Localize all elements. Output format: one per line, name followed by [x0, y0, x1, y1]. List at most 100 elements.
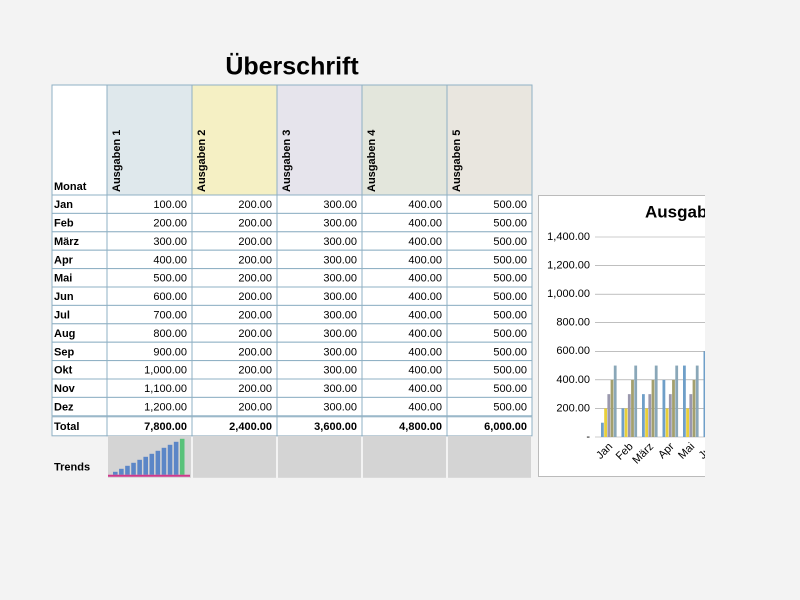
header-cell [276, 84, 363, 196]
y-tick-label: 800.00 [556, 317, 590, 329]
y-tick-label: 400.00 [556, 374, 590, 386]
bar [648, 394, 652, 437]
trends-label: Trends [54, 462, 90, 474]
cell-text: 200.00 [238, 254, 272, 266]
cell-text: 200.00 [238, 346, 272, 358]
cell-text: 300.00 [323, 273, 357, 285]
trend-cell [363, 435, 446, 478]
bar [654, 365, 658, 437]
cell-text: 200.00 [238, 273, 272, 285]
cell-text: 200.00 [238, 310, 272, 322]
cell-text: 200.00 [238, 236, 272, 248]
cell-text: 1,100.00 [144, 383, 187, 395]
sparkline-bar [131, 462, 136, 475]
bar [607, 394, 611, 437]
sparkline-bar [113, 471, 118, 475]
column-header: Ausgaben 1 [111, 130, 123, 192]
cell-text: 400.00 [408, 346, 442, 358]
cell-text: 500.00 [153, 273, 187, 285]
cell-text: 6,000.00 [484, 421, 527, 433]
cell-text: 400.00 [408, 310, 442, 322]
y-tick-label: 200.00 [556, 402, 590, 414]
cell-text: 200.00 [238, 328, 272, 340]
cell-text: 500.00 [493, 218, 527, 230]
cell-text: Total [54, 421, 79, 433]
cell-text: 400.00 [153, 254, 187, 266]
bar [683, 365, 686, 437]
cell-text: 200.00 [238, 291, 272, 303]
bar [668, 394, 672, 437]
cell-text: 300.00 [323, 346, 357, 358]
cell-text: 200.00 [238, 199, 272, 211]
cell-text: Nov [54, 383, 76, 395]
cell-text: 300.00 [323, 218, 357, 230]
cell-text: 200.00 [153, 218, 187, 230]
cell-text: 400.00 [408, 199, 442, 211]
bar [645, 408, 648, 437]
cell-text: 500.00 [493, 346, 527, 358]
bar [613, 365, 617, 437]
sparkline-bar [149, 453, 155, 475]
bar [627, 394, 631, 437]
trend-cell [193, 435, 276, 478]
cell-text: 300.00 [323, 402, 357, 414]
cell-text: 200.00 [238, 365, 272, 377]
header-cell [106, 84, 193, 196]
sparkline-bar [155, 450, 161, 475]
cell-text: 900.00 [153, 346, 187, 358]
sheet-title: Überschrift [225, 52, 359, 81]
bar [634, 365, 638, 437]
column-header: Ausgaben 2 [196, 130, 208, 192]
cell-text: 500.00 [493, 383, 527, 395]
bar [662, 379, 666, 437]
sparkline-bar [161, 447, 167, 475]
bar [675, 365, 679, 437]
bar [631, 379, 634, 437]
cell-text: 400.00 [408, 402, 442, 414]
cell-text: Jul [54, 310, 70, 322]
cell-text: 300.00 [323, 383, 357, 395]
y-tick-label: 1,200.00 [547, 259, 590, 271]
sparkline-bar [167, 444, 173, 475]
cell-text: 1,000.00 [144, 365, 187, 377]
x-tick-label: Jun [697, 441, 718, 462]
cell-text: 400.00 [408, 254, 442, 266]
sparkline-bar [173, 441, 179, 475]
bar [651, 379, 655, 437]
cell-text: 500.00 [493, 273, 527, 285]
sparkline-bar [125, 465, 130, 475]
cell-text: 300.00 [323, 291, 357, 303]
cell-text: 500.00 [493, 402, 527, 414]
cell-text: 400.00 [408, 273, 442, 285]
column-header: Monat [54, 181, 87, 193]
cell-text: 500.00 [493, 254, 527, 266]
cell-text: 800.00 [153, 328, 187, 340]
bar [624, 408, 628, 437]
cell-text: Aug [54, 328, 75, 340]
y-tick-label: 1,400.00 [547, 231, 590, 243]
cell-text: 300.00 [153, 236, 187, 248]
cell-text: Dez [54, 402, 74, 414]
cell-text: 100.00 [153, 199, 187, 211]
sparkline-bar [179, 438, 185, 475]
cell-text: 600.00 [153, 291, 187, 303]
trend-cell [278, 435, 361, 478]
cell-text: Feb [54, 218, 74, 230]
cell-text: 3,600.00 [314, 421, 357, 433]
cell-text: Okt [54, 365, 73, 377]
bar [601, 422, 604, 437]
header-cell [51, 84, 108, 196]
sparkline-bar [137, 459, 142, 475]
bar [692, 379, 696, 437]
chart-title: Ausgaben [645, 202, 727, 221]
cell-text: Jun [54, 291, 74, 303]
cell-text: 500.00 [493, 291, 527, 303]
column-header: Ausgaben 3 [281, 130, 293, 192]
cell-text: 500.00 [493, 365, 527, 377]
table: Monat Ausgaben 1 Ausgaben 2 Ausgaben 3 Ausga… [51, 84, 533, 478]
cell-text: 300.00 [323, 310, 357, 322]
chart: Ausgaben - 200.00 400.00 600.00 800.00 1,000.… [538, 195, 727, 477]
cell-text: 300.00 [323, 199, 357, 211]
